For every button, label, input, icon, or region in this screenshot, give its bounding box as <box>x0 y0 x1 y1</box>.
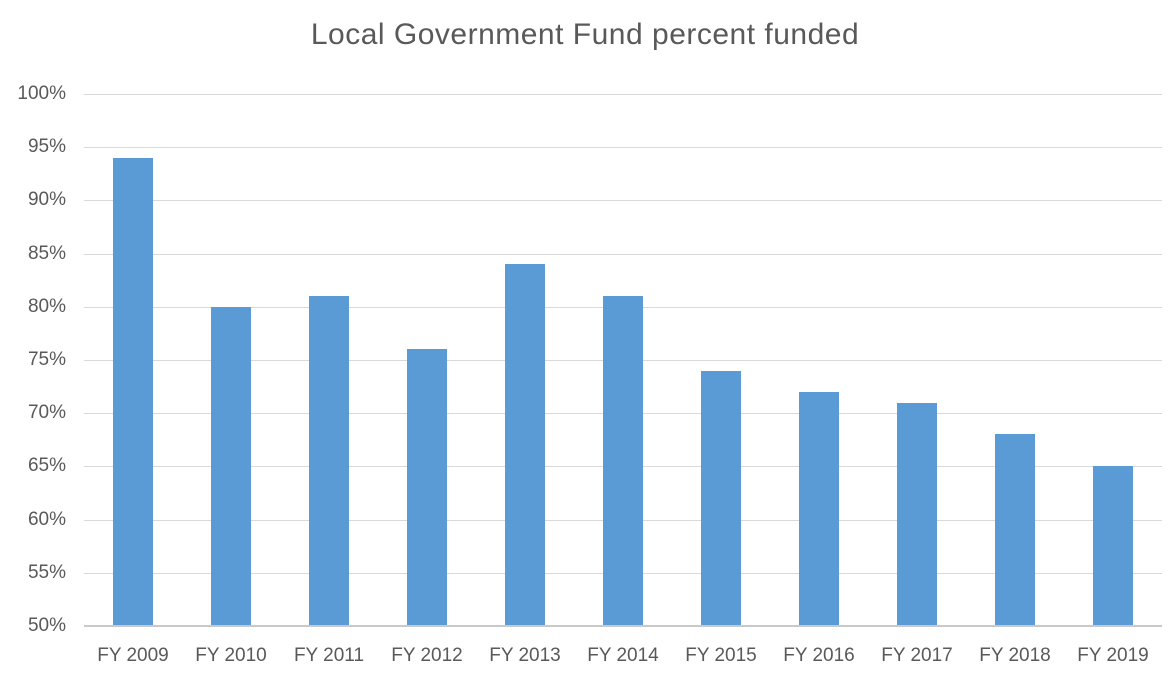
chart-title: Local Government Fund percent funded <box>310 18 860 51</box>
x-tick-label-fy-2011: FY 2011 <box>293 645 365 666</box>
y-tick-label-90: 90% <box>27 189 66 211</box>
bar-slot-fy-2018 <box>966 94 1064 626</box>
bar-slot-fy-2014 <box>574 94 672 626</box>
x-tick-label-fy-2010: FY 2010 <box>195 645 267 666</box>
y-tick-label-65: 65% <box>27 455 66 477</box>
y-tick-label-50: 50% <box>27 615 66 636</box>
gridline-90 <box>84 200 1162 202</box>
plot-area <box>84 94 1162 627</box>
x-tick-label-fy-2012: FY 2012 <box>391 645 463 666</box>
x-tick-label-fy-2019: FY 2019 <box>1077 645 1149 666</box>
y-axis: 100% 95% 90% 85% 80% 75% 70% 65% 60% 55% 50% <box>0 83 66 636</box>
gridline-95 <box>84 147 1162 149</box>
bar-fy-2010 <box>210 306 252 626</box>
bar-slot-fy-2012 <box>378 94 476 626</box>
x-tick-label-fy-2017: FY 2017 <box>881 645 953 666</box>
y-tick-label-55: 55% <box>27 561 66 583</box>
bar-fy-2017 <box>896 402 938 626</box>
bar-slot-fy-2016 <box>770 94 868 626</box>
bar-slot-fy-2010 <box>182 94 280 626</box>
bar-fy-2013 <box>504 264 546 626</box>
bar-slot-fy-2019 <box>1064 94 1162 626</box>
bar-fy-2019 <box>1092 466 1134 626</box>
x-axis-labels: FY 2009 FY 2010 FY 2011 FY 2012 FY 2013 FY 20… <box>84 645 1162 667</box>
bar-slot-fy-2009 <box>84 94 182 626</box>
bar-fy-2009 <box>112 157 154 626</box>
bar-slot-fy-2011 <box>280 94 378 626</box>
y-tick-label-70: 70% <box>27 402 66 424</box>
bar-slot-fy-2013 <box>476 94 574 626</box>
bar-fy-2012 <box>406 349 448 626</box>
bar-fy-2018 <box>994 434 1036 626</box>
x-tick-label-fy-2014: FY 2014 <box>587 645 659 666</box>
y-tick-label-80: 80% <box>27 295 66 317</box>
bar-slot-fy-2017 <box>868 94 966 626</box>
y-tick-label-100: 100% <box>17 83 66 104</box>
x-tick-label-fy-2015: FY 2015 <box>685 645 757 666</box>
bar-slot-fy-2015 <box>672 94 770 626</box>
bar-fy-2011 <box>308 296 350 626</box>
y-tick-label-75: 75% <box>27 349 66 370</box>
bar-fy-2014 <box>602 296 644 626</box>
gridline-100 <box>84 94 1162 95</box>
x-axis-line <box>84 625 1162 627</box>
bars-row <box>84 94 1162 626</box>
gridline-85 <box>84 253 1162 255</box>
x-tick-label-fy-2013: FY 2013 <box>489 645 561 666</box>
bar-fy-2016 <box>798 391 840 626</box>
y-tick-label-60: 60% <box>27 508 66 530</box>
bar-fy-2015 <box>700 370 742 626</box>
y-tick-label-95: 95% <box>27 136 66 158</box>
x-tick-label-fy-2016: FY 2016 <box>783 645 855 666</box>
x-tick-label-fy-2018: FY 2018 <box>979 645 1051 666</box>
x-tick-label-fy-2009: FY 2009 <box>97 645 169 666</box>
y-tick-label-85: 85% <box>27 242 66 264</box>
